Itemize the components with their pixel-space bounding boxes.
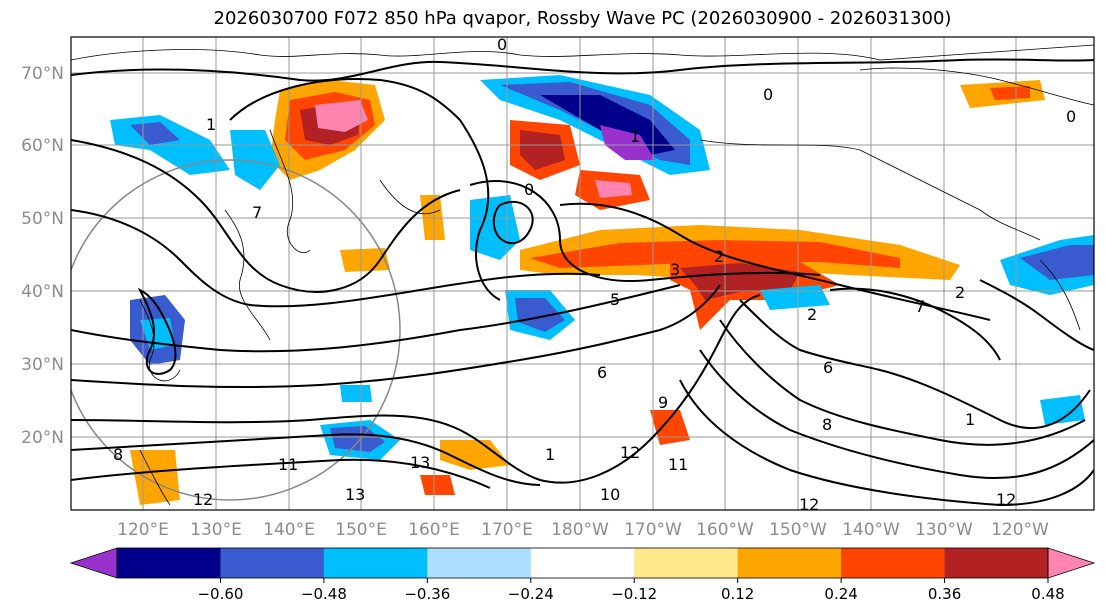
contour-label: 10 (600, 485, 620, 504)
colorbar-tick-label: 0.24 (824, 585, 857, 603)
colorbar-segment (530, 548, 635, 578)
contour-label: 12 (193, 490, 213, 509)
colorbar-tick-label: 0.48 (1031, 585, 1064, 603)
colorbar-segment (944, 548, 1049, 578)
colorbar-segment (634, 548, 739, 578)
lon-label: 150°E (335, 520, 387, 540)
contour-label: 7 (915, 297, 925, 316)
lon-label: 160°W (696, 520, 754, 540)
lon-label: 160°E (408, 520, 460, 540)
lat-label-50n: 50°N (21, 209, 64, 229)
colorbar-tick-label: −0.48 (301, 585, 347, 603)
contour-label: 1 (206, 115, 216, 134)
colorbar-segment (323, 548, 428, 578)
map-title: 2026030700 F072 850 hPa qvapor, Rossby W… (213, 8, 952, 29)
contour-label: 0 (497, 35, 507, 54)
reference-circle (71, 159, 401, 501)
lon-label: 120°W (991, 520, 1049, 540)
contour-label: 9 (658, 393, 668, 412)
contour-label: 2 (807, 305, 817, 324)
colorbar-segment (841, 548, 946, 578)
contour-label: 12 (996, 490, 1016, 509)
contour-lines (71, 58, 1094, 507)
colorbar-outline (116, 547, 1049, 579)
contour-label: 11 (668, 455, 688, 474)
lon-label: 150°W (769, 520, 827, 540)
lon-label: 130°W (915, 520, 973, 540)
lon-label: 170°W (624, 520, 682, 540)
contour-label: 0 (763, 85, 773, 104)
lat-label-30n: 30°N (21, 355, 64, 375)
colorbar-segment (220, 548, 325, 578)
map-frame (70, 36, 1095, 511)
contour-label: 11 (278, 455, 298, 474)
latitude-labels: 70°N 60°N 50°N 40°N 30°N 20°N (21, 64, 64, 448)
lat-label-40n: 40°N (21, 282, 64, 302)
lon-label: 140°E (263, 520, 315, 540)
lon-label: 170°E (481, 520, 533, 540)
contour-label: 2 (955, 283, 965, 302)
colorbar-extend-high (1047, 547, 1096, 579)
contour-label: 0 (524, 180, 534, 199)
colorbar-extend-low (69, 547, 118, 579)
contour-label: 3 (670, 260, 680, 279)
colorbar-tick-label: 0.36 (928, 585, 961, 603)
contour-label: 1 (630, 127, 640, 146)
contour-label: 5 (610, 290, 620, 309)
colorbar-tick-label: −0.24 (508, 585, 554, 603)
colorbar-tick-label: −0.12 (611, 585, 657, 603)
contour-label: 6 (823, 358, 833, 377)
contour-label: 13 (345, 485, 365, 504)
contour-label: 12 (799, 495, 819, 514)
colorbar-segment (427, 548, 532, 578)
contour-label: 13 (410, 453, 430, 472)
lon-label: 120°E (117, 520, 169, 540)
colorbar: −0.60 −0.48 −0.36 −0.24 −0.12 0.12 0.24 0.36 0.4… (69, 547, 1096, 603)
colorbar-tick-label: −0.60 (197, 585, 243, 603)
contour-label: 1 (965, 410, 975, 429)
colorbar-tick-label: −0.36 (404, 585, 450, 603)
contour-label: 0 (1066, 107, 1076, 126)
coastlines (71, 44, 1094, 506)
lon-label: 140°W (842, 520, 900, 540)
lat-label-70n: 70°N (21, 64, 64, 84)
lon-label: 130°E (190, 520, 242, 540)
colorbar-tick-label: 0.12 (721, 585, 754, 603)
longitude-labels: 120°E 130°E 140°E 150°E 160°E 170°E 180°… (117, 520, 1049, 540)
colorbar-segment (117, 548, 221, 578)
contour-label: 6 (597, 363, 607, 382)
contour-label: 12 (620, 443, 640, 462)
lat-label-60n: 60°N (21, 136, 64, 156)
contour-label: 7 (252, 203, 262, 222)
contour-label: 1 (545, 445, 555, 464)
lon-label: 180°W (551, 520, 609, 540)
contour-labels: 0 0 0 0 1 1 2 2 2 3 5 6 6 7 8 9 10 11 11… (113, 35, 1076, 514)
contour-label: 2 (714, 247, 724, 266)
contour-label: 8 (113, 445, 123, 464)
lat-label-20n: 20°N (21, 428, 64, 448)
contour-label: 8 (822, 415, 832, 434)
colorbar-segment (737, 548, 842, 578)
